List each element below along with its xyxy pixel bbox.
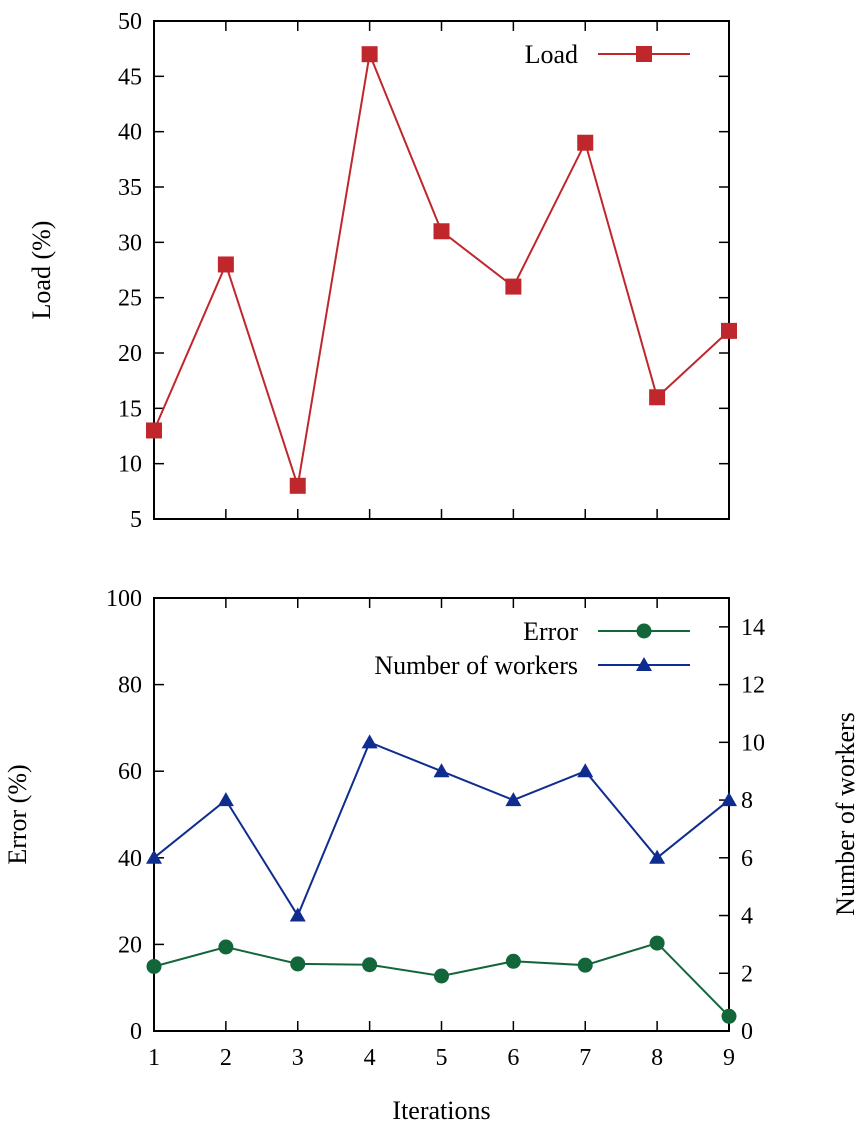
y-tick-label: 20: [118, 341, 142, 367]
data-point: [721, 322, 737, 339]
data-point: [146, 958, 162, 974]
data-point: [433, 223, 450, 240]
data-point: [146, 849, 162, 864]
y-tick-label: 10: [118, 452, 142, 478]
x-tick-label: 5: [436, 1045, 448, 1071]
legend-label: Error: [523, 617, 578, 646]
legend-marker: [636, 46, 652, 62]
y2-tick-label: 8: [741, 788, 753, 814]
y-tick-label: 15: [118, 396, 142, 422]
y-tick-label: 40: [118, 846, 142, 872]
data-point: [289, 477, 306, 494]
x-tick-label: 6: [507, 1045, 519, 1071]
y2-tick-label: 6: [741, 846, 753, 872]
legend-marker: [636, 657, 652, 671]
y2-tick-label: 14: [741, 615, 765, 641]
data-point: [361, 46, 378, 63]
series-line: [153, 50, 730, 487]
y-axis-title: Error (%): [3, 764, 32, 864]
data-point: [146, 422, 162, 439]
y-tick-label: 40: [118, 120, 142, 146]
x-axis-title: Iterations: [392, 1096, 490, 1125]
data-point: [577, 763, 594, 778]
y-tick-label: 35: [118, 175, 142, 201]
y-tick-label: 5: [130, 507, 142, 533]
data-point: [721, 792, 737, 807]
data-point: [505, 792, 522, 807]
legend-label: Load: [525, 40, 578, 69]
x-tick-label: 3: [292, 1045, 304, 1071]
y-tick-label: 45: [118, 64, 142, 90]
y2-tick-label: 12: [741, 673, 765, 699]
legend-marker: [636, 623, 652, 639]
series-number-of-workers: [146, 734, 737, 922]
data-point: [290, 956, 306, 972]
y2-axis-title: Number of workers: [831, 712, 859, 916]
data-point: [649, 849, 666, 864]
data-point: [361, 734, 378, 749]
load-chart: 5 10 15 20 25 30 35 40 45 50 Load (%) Load: [27, 9, 737, 533]
y-tick-label: 20: [118, 932, 142, 958]
x-tick-label: 8: [651, 1045, 663, 1071]
data-point: [649, 389, 666, 406]
data-point: [434, 968, 449, 984]
y-tick-label: 100: [106, 586, 142, 612]
y-tick-label: 0: [130, 1019, 142, 1045]
y-tick-label: 30: [118, 230, 142, 256]
y2-tick-label: 2: [741, 961, 753, 987]
x-tick-label: 7: [579, 1045, 591, 1071]
data-point: [289, 907, 306, 922]
y-tick-label: 25: [118, 286, 142, 312]
y2-tick-label: 0: [741, 1019, 753, 1045]
data-point: [649, 935, 665, 951]
data-point: [577, 134, 594, 151]
y-axis-title: Load (%): [27, 221, 56, 320]
x-tick-label: 2: [220, 1045, 232, 1071]
data-point: [362, 957, 378, 973]
data-point: [217, 792, 234, 807]
x-tick-label: 4: [364, 1045, 376, 1071]
y-tick-label: 80: [118, 673, 142, 699]
legend-label: Number of workers: [374, 651, 578, 680]
data-point: [217, 256, 234, 273]
x-tick-label: 9: [723, 1045, 735, 1071]
y-tick-label: 60: [118, 759, 142, 785]
y2-tick-label: 4: [741, 904, 753, 930]
data-point: [433, 763, 450, 778]
y-tick-label: 50: [118, 9, 142, 35]
plot-frame: [153, 20, 730, 520]
data-point: [577, 957, 593, 973]
data-point: [218, 939, 234, 955]
x-tick-label: 1: [148, 1045, 160, 1071]
series-error: [146, 935, 737, 1024]
data-point: [505, 953, 521, 969]
data-point: [721, 1008, 737, 1024]
y2-tick-label: 10: [741, 730, 765, 756]
data-point: [505, 278, 522, 295]
series-load: [146, 46, 737, 494]
